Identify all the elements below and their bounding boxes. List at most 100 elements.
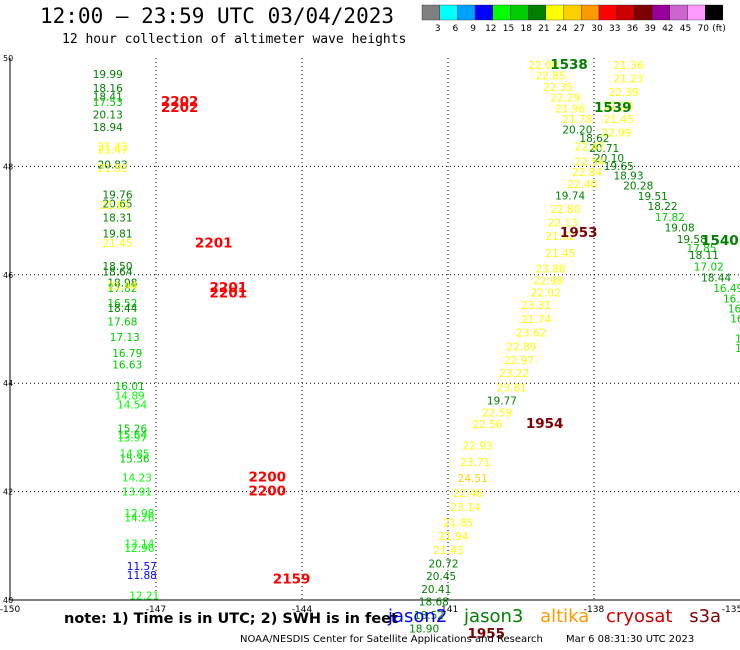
wave-height-label: 19.65 <box>604 161 634 173</box>
lon-tick-label: -147 <box>146 605 166 615</box>
wave-height-label: 16.43 <box>723 293 740 305</box>
wave-height-label: 22.89 <box>506 342 536 354</box>
wave-height-label: 21.47 <box>98 144 128 156</box>
wave-height-label: 18.22 <box>648 201 678 213</box>
color-scale-tick: 70 <box>697 24 709 34</box>
wave-height-label: 17. <box>735 343 740 355</box>
page-subtitle: 12 hour collection of altimeter wave hei… <box>62 32 407 47</box>
color-scale-tick: 27 <box>574 24 585 34</box>
wave-height-label: 17. <box>735 334 740 346</box>
wave-height-label: 22.99 <box>601 128 631 140</box>
wave-height-label: 20.41 <box>421 584 451 596</box>
wave-height-label: 18.31 <box>102 213 132 225</box>
wave-height-label: 20.71 <box>589 143 619 155</box>
color-scale-swatch <box>545 4 564 21</box>
color-scale-swatch <box>651 4 670 21</box>
color-scale-swatch <box>474 4 493 21</box>
color-scale-tick: 12 <box>485 24 496 34</box>
wave-height-label: 22.40 <box>567 179 597 191</box>
wave-height-label: 13.97 <box>117 433 147 445</box>
wave-height-label: 18.90 <box>409 624 439 636</box>
lat-tick-label: 46 <box>3 271 13 280</box>
lon-tick-label: -135 <box>722 605 740 615</box>
wave-height-label: 16.02 <box>730 313 740 325</box>
lat-tick-label: 40 <box>3 596 13 605</box>
wave-height-label: 16.79 <box>112 348 142 360</box>
pass-time-label: 1538 <box>550 57 588 73</box>
wave-height-label: 17.82 <box>107 283 137 295</box>
wave-height-label: 18.94 <box>93 122 123 134</box>
color-scale-tick: 3 <box>435 24 441 34</box>
wave-height-label: 18.41 <box>93 91 123 103</box>
wave-height-label: 20.10 <box>594 153 624 165</box>
wave-height-label: 21.36 <box>613 60 643 72</box>
wave-height-label: 22.84 <box>572 167 602 179</box>
color-scale-tick: 9 <box>470 24 476 34</box>
wave-height-label: 22.46 <box>453 488 483 500</box>
wave-height-label: 21.43 <box>98 142 128 154</box>
color-scale-tick: 15 <box>503 24 514 34</box>
wave-height-label: 19.74 <box>555 190 585 202</box>
wave-height-label: 22.08 <box>528 60 558 72</box>
pass-time-label: 1540 <box>701 233 739 249</box>
wave-height-label: 20.72 <box>429 558 459 570</box>
wave-height-label: 19.58 <box>677 234 707 246</box>
wave-height-label: 23.14 <box>450 502 480 514</box>
wave-height-label: 16.49 <box>713 283 740 295</box>
wave-height-label: 15.64 <box>117 429 147 441</box>
wave-height-label: 22.93 <box>463 440 493 452</box>
wave-height-label: 14.85 <box>120 448 150 460</box>
wave-height-label: 22.39 <box>609 87 639 99</box>
pass-time-label: 2201 <box>195 236 233 252</box>
color-scale-swatch <box>439 4 458 21</box>
wave-height-label: 21.45 <box>604 114 634 126</box>
pass-time-label: 2202 <box>161 94 199 110</box>
wave-height-label: 14.23 <box>122 472 152 484</box>
pass-time-label: 1955 <box>467 626 505 642</box>
wave-height-label: 20.65 <box>102 199 132 211</box>
wave-height-label: 23.22 <box>499 368 529 380</box>
color-scale-swatch <box>705 4 724 21</box>
wave-height-label: 21.21 <box>604 100 634 112</box>
wave-height-label: 23.62 <box>516 328 546 340</box>
wave-height-label: 20.20 <box>562 124 592 136</box>
wave-height-label: 18.52 <box>414 610 444 622</box>
units-label: (ft) <box>712 24 726 34</box>
lon-tick-label: -150 <box>0 605 20 615</box>
wave-height-label: 16.01 <box>115 381 145 393</box>
color-scale-tick: 33 <box>609 24 620 34</box>
pass-time-label: 2201 <box>210 280 248 296</box>
wave-height-label: 19.51 <box>638 191 668 203</box>
units-note: note: 1) Time is in UTC; 2) SWH is in fe… <box>64 611 398 627</box>
wave-height-label: 23.81 <box>497 382 527 394</box>
wave-height-label: 21.62 <box>545 231 575 243</box>
pass-time-label: 1954 <box>526 416 564 432</box>
wave-height-label: 16.52 <box>107 298 137 310</box>
wave-height-label: 11.57 <box>127 561 157 573</box>
wave-height-label: 19.76 <box>102 189 132 201</box>
wave-height-label: 18.44 <box>701 272 731 284</box>
wave-height-label: 22.54 <box>575 156 605 168</box>
wave-height-label: 17.82 <box>655 212 685 224</box>
wave-height-label: 21.45 <box>545 248 575 260</box>
wave-height-label: 21.44 <box>107 280 137 292</box>
color-scale-swatch <box>687 4 706 21</box>
wave-height-label: 22.80 <box>550 204 580 216</box>
wave-height-label: 21.78 <box>562 114 592 126</box>
wave-height-label: 21.83 <box>98 163 128 175</box>
wave-height-label: 21.74 <box>521 314 551 326</box>
wave-height-label: 20.28 <box>623 181 653 193</box>
color-scale-legend: 3 6 9 12 15 18 21 24 27 30 33 36 39 42 45 70 (ft) <box>421 4 726 34</box>
color-scale-tick: 6 <box>453 24 459 34</box>
color-scale-tick: 30 <box>591 24 603 34</box>
wave-height-label: 18.68 <box>419 596 449 608</box>
color-scale-tick: 42 <box>662 24 673 34</box>
wave-height-label: 21.43 <box>433 545 463 557</box>
color-scale-swatch <box>669 4 688 21</box>
color-scale-tick: 24 <box>556 24 568 34</box>
wave-height-label: 22.35 <box>543 82 573 94</box>
wave-height-label: 22.29 <box>550 92 580 104</box>
lat-tick-label: 44 <box>3 379 13 388</box>
wave-height-label: 22.59 <box>482 407 512 419</box>
